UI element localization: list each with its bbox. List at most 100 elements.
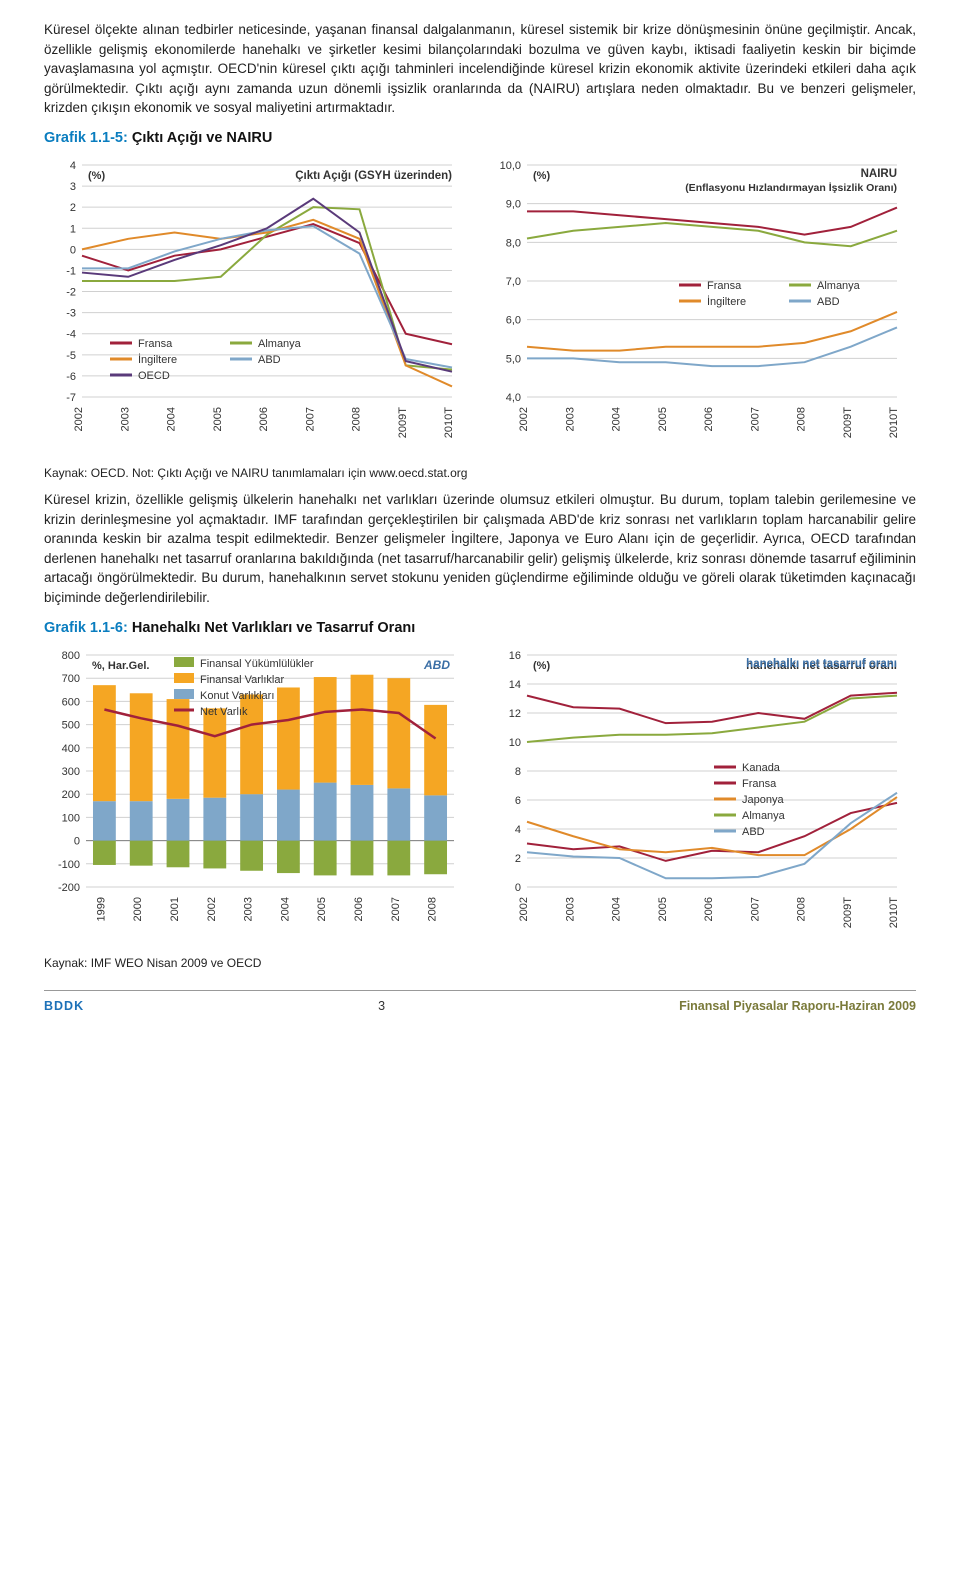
chart-title-1-1-6: Grafik 1.1-6: Hanehalkı Net Varlıkları v… [44, 618, 916, 639]
body-paragraph-2: Küresel krizin, özellikle gelişmiş ülkel… [44, 490, 916, 607]
svg-text:(%): (%) [533, 170, 550, 182]
svg-text:2004: 2004 [279, 897, 291, 921]
svg-text:İngiltere: İngiltere [707, 295, 746, 308]
chart-output-gap: -7-6-5-4-3-2-101234200220032004200520062… [44, 155, 471, 455]
chart-title-name: Çıktı Açığı ve NAIRU [132, 130, 272, 146]
svg-text:Japonya: Japonya [742, 794, 784, 806]
svg-text:2010T: 2010T [888, 896, 900, 927]
chart-source-1: Kaynak: OECD. Not: Çıktı Açığı ve NAIRU … [44, 465, 916, 482]
page-footer: BDDK 3 Finansal Piyasalar Raporu-Haziran… [44, 990, 916, 1029]
svg-text:4: 4 [515, 824, 521, 836]
svg-text:2002: 2002 [518, 897, 530, 921]
svg-text:2010T: 2010T [888, 407, 900, 438]
svg-text:0: 0 [74, 835, 80, 847]
svg-text:100: 100 [62, 812, 80, 824]
footer-page-number: 3 [378, 997, 385, 1015]
svg-text:9,0: 9,0 [506, 198, 521, 210]
svg-text:%, Har.Gel.: %, Har.Gel. [92, 660, 149, 672]
svg-text:-6: -6 [66, 371, 76, 383]
svg-text:Fransa: Fransa [707, 280, 742, 292]
chart-title-name: Hanehalkı Net Varlıkları ve Tasarruf Ora… [132, 620, 415, 636]
svg-text:200: 200 [62, 789, 80, 801]
svg-text:Çıktı Açığı (GSYH üzerinden): Çıktı Açığı (GSYH üzerinden) [295, 170, 452, 182]
svg-text:ABD: ABD [742, 826, 765, 838]
svg-text:2005: 2005 [212, 407, 224, 431]
svg-text:hanehalkı net tasarruf oranı: hanehalkı net tasarruf oranı [746, 658, 897, 670]
svg-text:Almanya: Almanya [817, 280, 861, 292]
svg-text:-5: -5 [66, 350, 76, 362]
svg-text:2002: 2002 [518, 407, 530, 431]
svg-text:2004: 2004 [611, 897, 623, 921]
svg-text:2003: 2003 [243, 897, 255, 921]
svg-text:-3: -3 [66, 307, 76, 319]
svg-text:2008: 2008 [796, 407, 808, 431]
svg-text:Kanada: Kanada [742, 762, 781, 774]
svg-text:(%): (%) [88, 170, 105, 182]
chart-networth: -200-10001002003004005006007008001999200… [44, 645, 471, 945]
svg-text:OECD: OECD [138, 370, 170, 382]
svg-text:2005: 2005 [316, 897, 328, 921]
svg-text:-100: -100 [58, 858, 80, 870]
svg-text:10,0: 10,0 [500, 160, 521, 172]
svg-text:600: 600 [62, 696, 80, 708]
svg-text:2003: 2003 [564, 407, 576, 431]
svg-text:5,0: 5,0 [506, 353, 521, 365]
svg-text:2005: 2005 [657, 407, 669, 431]
svg-text:3: 3 [70, 181, 76, 193]
svg-text:8: 8 [515, 766, 521, 778]
svg-text:Fransa: Fransa [742, 778, 777, 790]
svg-text:7,0: 7,0 [506, 276, 521, 288]
svg-text:1999: 1999 [95, 897, 107, 921]
svg-text:400: 400 [62, 742, 80, 754]
svg-text:2002: 2002 [73, 407, 85, 431]
svg-text:2001: 2001 [169, 897, 181, 921]
svg-text:1: 1 [70, 223, 76, 235]
chart-source-2: Kaynak: IMF WEO Nisan 2009 ve OECD [44, 955, 916, 972]
svg-text:2007: 2007 [390, 897, 402, 921]
svg-text:300: 300 [62, 766, 80, 778]
svg-text:2002: 2002 [206, 897, 218, 921]
svg-text:700: 700 [62, 673, 80, 685]
svg-text:12: 12 [509, 708, 521, 720]
chart-savings: 0246810121416200220032004200520062007200… [489, 645, 916, 945]
svg-text:2004: 2004 [611, 407, 623, 431]
svg-text:2: 2 [70, 202, 76, 214]
svg-text:2008: 2008 [796, 897, 808, 921]
svg-text:2007: 2007 [749, 407, 761, 431]
chart-title-prefix: Grafik 1.1-5: [44, 130, 128, 146]
svg-text:6,0: 6,0 [506, 314, 521, 326]
footer-right: Finansal Piyasalar Raporu-Haziran 2009 [679, 997, 916, 1015]
svg-text:16: 16 [509, 650, 521, 662]
chart-nairu: 4,05,06,07,08,09,010,0200220032004200520… [489, 155, 916, 455]
svg-text:(%): (%) [533, 660, 550, 672]
chart-title-prefix: Grafik 1.1-6: [44, 620, 128, 636]
svg-text:2: 2 [515, 853, 521, 865]
svg-text:800: 800 [62, 650, 80, 662]
svg-text:2006: 2006 [703, 407, 715, 431]
svg-text:10: 10 [509, 737, 521, 749]
svg-text:Finansal Varlıklar: Finansal Varlıklar [200, 674, 284, 686]
svg-text:-2: -2 [66, 286, 76, 298]
svg-text:6: 6 [515, 795, 521, 807]
svg-text:2007: 2007 [749, 897, 761, 921]
svg-text:NAIRU: NAIRU [861, 168, 897, 180]
svg-text:500: 500 [62, 719, 80, 731]
svg-text:14: 14 [509, 679, 521, 691]
svg-text:-1: -1 [66, 265, 76, 277]
svg-text:Net Varlık: Net Varlık [200, 706, 248, 718]
svg-text:2006: 2006 [353, 897, 365, 921]
svg-text:2009T: 2009T [842, 896, 854, 927]
svg-text:2004: 2004 [166, 407, 178, 431]
svg-text:2006: 2006 [703, 897, 715, 921]
svg-text:0: 0 [515, 882, 521, 894]
svg-text:2009T: 2009T [842, 407, 854, 438]
svg-text:-4: -4 [66, 329, 76, 341]
footer-left: BDDK [44, 997, 84, 1015]
svg-text:4: 4 [70, 160, 76, 172]
svg-text:2003: 2003 [564, 897, 576, 921]
svg-text:ABD: ABD [258, 354, 281, 366]
svg-text:Konut Varlıkları: Konut Varlıkları [200, 690, 274, 702]
svg-text:2008: 2008 [427, 897, 439, 921]
svg-text:Finansal Yükümlülükler: Finansal Yükümlülükler [200, 658, 314, 670]
svg-text:2008: 2008 [351, 407, 363, 431]
